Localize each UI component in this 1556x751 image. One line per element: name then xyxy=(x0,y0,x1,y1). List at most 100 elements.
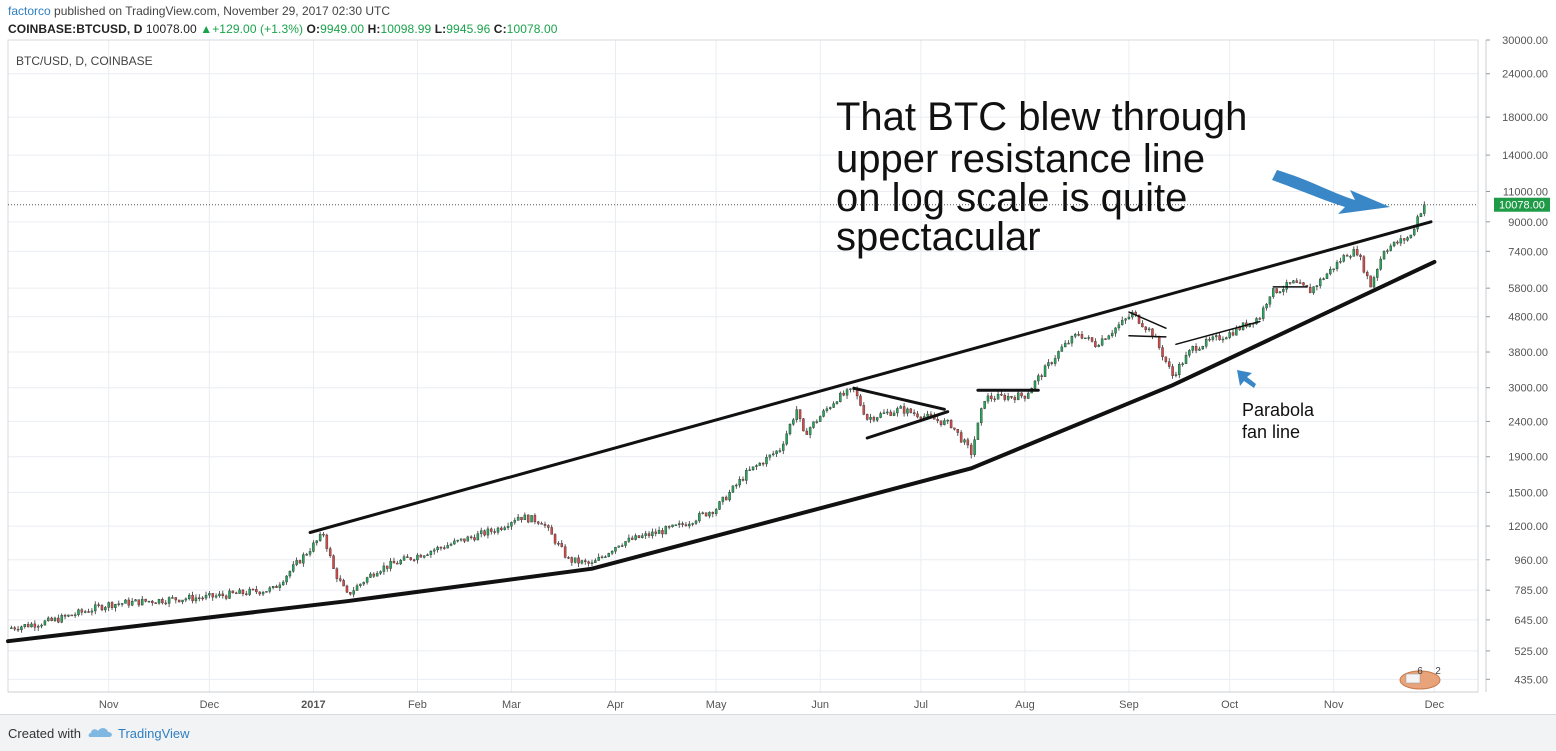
candle-body xyxy=(990,395,993,400)
candle-body xyxy=(40,624,43,627)
candle-body xyxy=(412,559,416,561)
candle-body xyxy=(87,611,90,613)
candle-body xyxy=(879,413,882,418)
candle-body xyxy=(90,610,94,613)
candle-body xyxy=(869,417,872,420)
candle-body xyxy=(174,597,178,601)
candle-body xyxy=(1406,237,1409,241)
fan-label-line-2: fan line xyxy=(1242,422,1300,442)
trendline-sep-flag-bottom[interactable] xyxy=(1128,335,1167,338)
candle-body xyxy=(83,611,87,613)
candle-body xyxy=(466,536,470,542)
candle-body xyxy=(389,560,392,569)
candle-body xyxy=(10,627,13,629)
high-value: 10098.99 xyxy=(380,22,432,36)
price-tick-label: 960.00 xyxy=(1514,555,1548,567)
candle-body xyxy=(1144,326,1147,330)
candle-body xyxy=(865,414,869,420)
candle-body xyxy=(184,598,188,601)
candle-body xyxy=(701,512,704,514)
price-tick-label: 14000.00 xyxy=(1502,150,1548,162)
candle-body xyxy=(204,594,208,599)
candle-body xyxy=(305,554,308,556)
candle-body xyxy=(1319,278,1322,286)
candle-body xyxy=(862,405,866,415)
last-price: 10078.00 xyxy=(145,22,197,36)
candle-body xyxy=(1027,392,1030,399)
price-tick-label: 2400.00 xyxy=(1508,416,1548,428)
time-tick-label: 2017 xyxy=(301,699,325,711)
candle-body xyxy=(818,416,822,422)
candle-body xyxy=(80,609,84,613)
candle-body xyxy=(506,526,510,528)
candle-body xyxy=(292,564,295,572)
candle-body xyxy=(409,557,412,560)
candle-body xyxy=(399,560,402,565)
time-tick-label: May xyxy=(706,699,727,711)
candle-body xyxy=(590,562,594,564)
candle-body xyxy=(1221,338,1225,341)
candle-body xyxy=(375,573,379,577)
trendline-triangle-bottom[interactable] xyxy=(865,410,950,440)
tradingview-logo-icon[interactable] xyxy=(88,724,114,743)
candle-body xyxy=(1272,288,1275,297)
candle-body xyxy=(1087,337,1090,339)
candle-body xyxy=(198,597,201,600)
candle-body xyxy=(483,530,486,536)
candle-body xyxy=(731,485,735,493)
candle-body xyxy=(859,395,862,406)
candle-body xyxy=(258,591,261,595)
candle-body xyxy=(36,625,40,628)
candle-body xyxy=(976,422,980,440)
events-badge-icon[interactable]: 6 2 xyxy=(1399,666,1441,690)
candle-body xyxy=(1184,355,1188,364)
trendline-lower-fan[interactable] xyxy=(6,259,1437,644)
candle-body xyxy=(167,597,171,604)
candle-body xyxy=(986,395,990,402)
candle-body xyxy=(308,551,312,555)
trendline-upper-resistance[interactable] xyxy=(308,220,1433,534)
candle-body xyxy=(342,580,345,587)
candle-body xyxy=(1382,251,1386,260)
candle-body xyxy=(1228,332,1231,338)
open-value: 9949.00 xyxy=(320,22,365,36)
candle-body xyxy=(537,521,540,524)
price-chart[interactable]: BTC/USD, D, COINBASE 435.00 525.00 645.00 7… xyxy=(0,0,1556,714)
candle-body xyxy=(443,547,446,549)
candle-body xyxy=(728,492,731,501)
tradingview-link[interactable]: TradingView xyxy=(118,726,190,741)
price-tick-label: 435.00 xyxy=(1514,674,1548,686)
time-tick-label: Aug xyxy=(1015,699,1035,711)
author-link[interactable]: factorco xyxy=(8,4,51,18)
candle-body xyxy=(1329,268,1332,275)
candle-body xyxy=(144,598,147,602)
candle-body xyxy=(503,527,506,530)
time-axis[interactable]: Nov Dec 2017 Feb Mar Apr May Jun Jul Aug Sep Oct Nov… xyxy=(8,691,1478,711)
symbol-label: COINBASE:BTCUSD, D xyxy=(8,22,143,36)
candle-body xyxy=(372,573,376,577)
candle-body xyxy=(684,524,688,527)
candle-body xyxy=(1396,241,1399,244)
candle-body xyxy=(13,627,16,630)
candle-body xyxy=(16,628,20,631)
candle-body xyxy=(1355,249,1359,256)
candle-body xyxy=(1121,319,1124,325)
trendline-triangle-top[interactable] xyxy=(852,386,946,411)
candle-body xyxy=(201,597,204,600)
breakout-arrow-icon xyxy=(1272,170,1390,214)
trendline-sep-flag-top[interactable] xyxy=(1128,311,1167,329)
candle-body xyxy=(758,462,762,466)
candle-body xyxy=(523,514,527,521)
candle-body xyxy=(298,560,302,564)
candle-body xyxy=(641,535,644,538)
candle-body xyxy=(674,524,678,527)
trendline-sep-channel[interactable] xyxy=(1175,320,1261,346)
candle-body xyxy=(1060,346,1064,352)
price-axis[interactable]: 435.00 525.00 645.00 785.00 960.00 1200.00 150… xyxy=(1485,35,1548,692)
change-value: +129.00 (+1.3%) xyxy=(212,22,304,36)
candle-body xyxy=(1419,213,1423,217)
candle-body xyxy=(906,408,909,414)
time-tick-label: Oct xyxy=(1221,699,1238,711)
candle-body xyxy=(782,443,785,451)
candle-body xyxy=(469,536,473,539)
